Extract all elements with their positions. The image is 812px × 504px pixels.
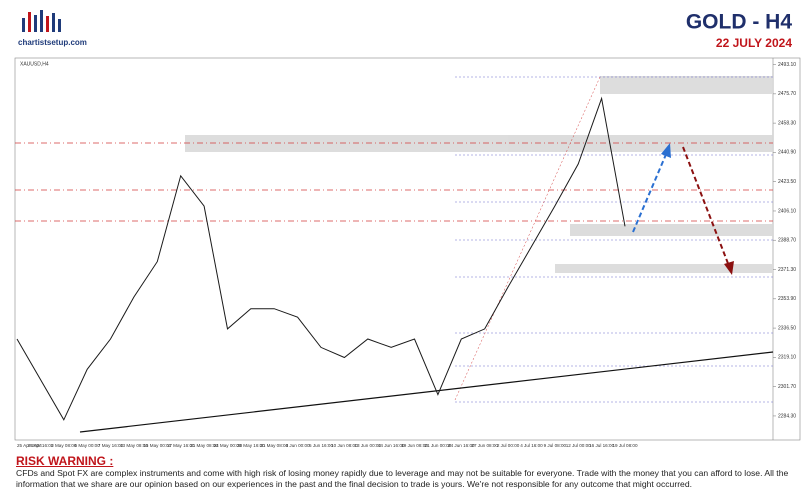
x-tick-label: 21 Jun 00:00 — [425, 443, 452, 448]
x-tick-label: 14 Jun 16:00 — [378, 443, 405, 448]
x-tick-label: 6 May 00:00 — [75, 443, 101, 448]
x-tick-label: 12 Jul 00:00 — [566, 443, 591, 448]
logo-text: chartistsetup.com — [18, 38, 87, 47]
y-tick-label: 2388.70 — [778, 238, 796, 244]
x-tick-label: 19 Jul 08:00 — [612, 443, 637, 448]
x-tick-label: 7 May 16:00 — [98, 443, 124, 448]
risk-warning: RISK WARNING : CFDs and Spot FX are comp… — [16, 454, 800, 491]
y-tick-label: 2319.10 — [778, 355, 796, 361]
risk-heading: RISK WARNING : — [16, 454, 114, 468]
x-tick-label: 13 Jun 00:00 — [354, 443, 381, 448]
x-tick-label: 13 May 08:00 — [120, 443, 148, 448]
x-tick-label: 21 May 08:00 — [190, 443, 218, 448]
x-tick-label: 15 May 00:00 — [143, 443, 171, 448]
y-tick-label: 2353.90 — [778, 296, 796, 302]
y-tick-label: 2440.90 — [778, 150, 796, 156]
x-tick-label: 25 Apr 2024 — [17, 443, 42, 448]
x-tick-label: 28 May 16:00 — [237, 443, 265, 448]
x-tick-label: 17 May 16:00 — [167, 443, 195, 448]
arrows — [632, 143, 734, 275]
zones — [185, 76, 773, 273]
x-tick-label: 10 Jun 08:00 — [331, 443, 358, 448]
x-tick-label: 5 Jun 16:00 — [309, 443, 333, 448]
symbol-label: XAUUSD,H4 — [20, 61, 49, 67]
y-tick-label: 2301.70 — [778, 384, 796, 390]
title: GOLD - H4 — [686, 11, 792, 34]
x-tick-label: 9 Jul 08:00 — [544, 443, 567, 448]
x-tick-label: 27 Jun 08:00 — [471, 443, 498, 448]
y-tick-label: 2493.10 — [778, 62, 796, 68]
price-line — [16, 96, 626, 421]
risk-text: CFDs and Spot FX are complex instruments… — [16, 467, 789, 490]
x-tick-label: 4 Jun 00:00 — [286, 443, 310, 448]
y-tick-label: 2475.70 — [778, 91, 796, 97]
x-tick-label: 16 Jul 16:00 — [589, 443, 614, 448]
x-tick-label: 24 Jun 16:00 — [448, 443, 475, 448]
x-tick-label: 24 May 00:00 — [214, 443, 242, 448]
y-tick-label: 2458.30 — [778, 120, 796, 126]
logo-icon — [22, 10, 61, 32]
x-tick-label: 2 May 08:00 — [51, 443, 77, 448]
trendline — [79, 351, 774, 433]
x-tick-label: 29 Apr 16:00 — [27, 443, 53, 448]
y-tick-label: 2406.10 — [778, 208, 796, 214]
date: 22 JULY 2024 — [716, 36, 792, 50]
x-tick-label: 19 Jun 08:00 — [401, 443, 428, 448]
y-tick-label: 2371.30 — [778, 267, 796, 273]
y-tick-label: 2336.50 — [778, 325, 796, 331]
y-tick-label: 2423.50 — [778, 179, 796, 185]
chart: chartistsetup.com GOLD - H4 22 JULY 2024… — [14, 10, 801, 448]
fib-lines — [454, 76, 773, 403]
frame — [14, 57, 801, 441]
y-tick-label: 2284.30 — [778, 413, 796, 419]
levels — [15, 142, 773, 222]
x-tick-label: 4 Jul 16:00 — [520, 443, 543, 448]
x-tick-label: 31 May 08:00 — [260, 443, 288, 448]
x-tick-label: 2 Jul 00:00 — [497, 443, 520, 448]
